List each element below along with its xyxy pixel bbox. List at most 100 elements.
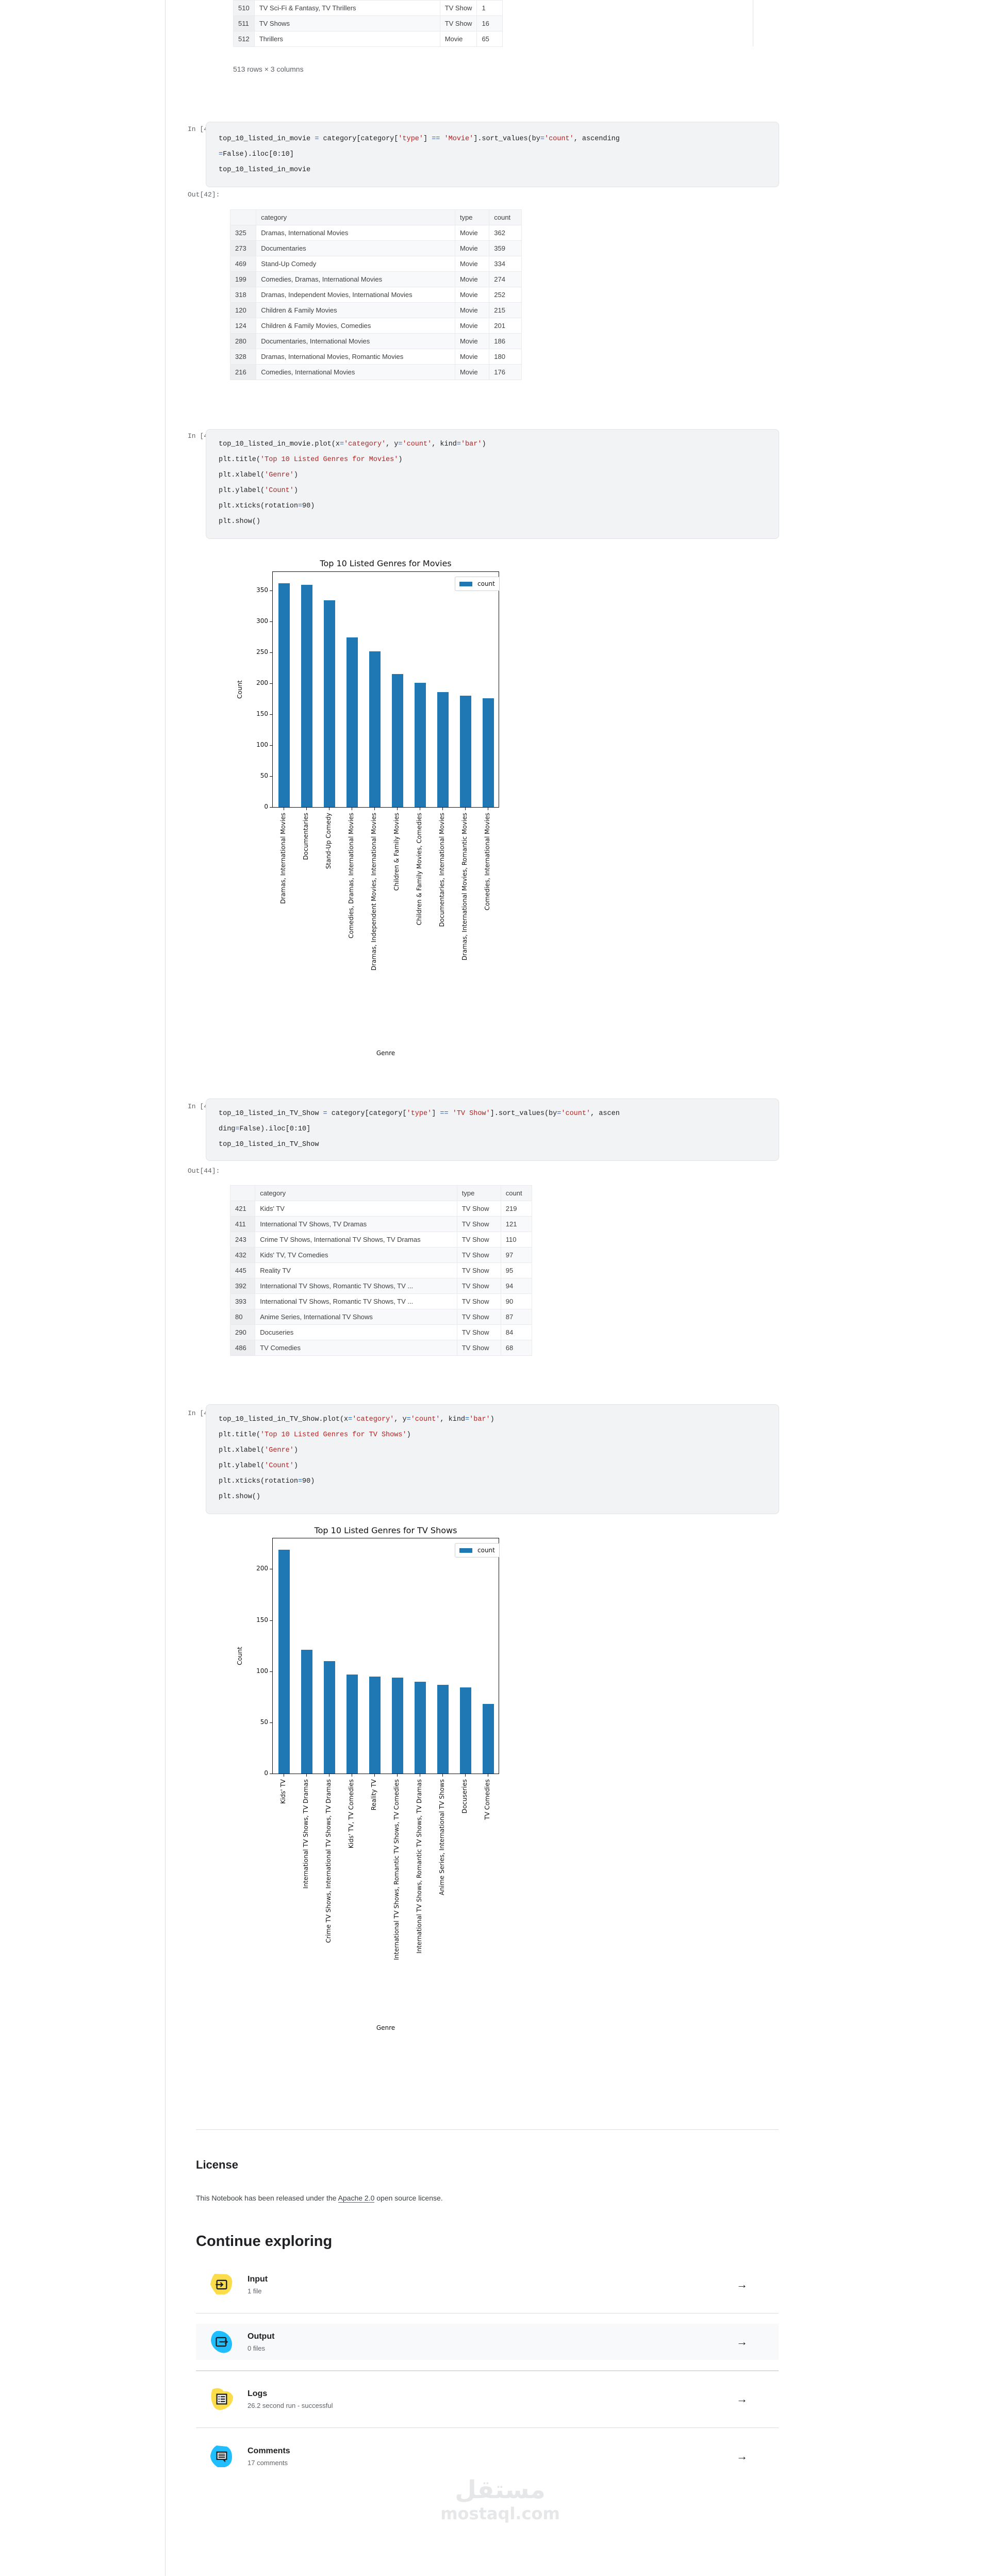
chart-title: Top 10 Listed Genres for Movies: [320, 559, 452, 568]
count-cell: 180: [489, 349, 522, 365]
cell-44-out-prompt: Out[44]:: [188, 1167, 220, 1175]
explore-divider: [196, 2427, 779, 2428]
code-line: plt.ylabel('Count'): [219, 487, 298, 495]
x-tick-mark: [374, 808, 375, 810]
movies-top10-table: category type count 325 Dramas, Internationa…: [229, 209, 522, 380]
row-index: 280: [229, 333, 257, 349]
code-line: plt.xlabel('Genre'): [219, 1447, 298, 1454]
table-row: 512 Thrillers Movie 65: [233, 31, 503, 47]
code-cell-45[interactable]: top_10_listed_in_TV_Show.plot(x='categor…: [206, 1404, 779, 1514]
section-divider: [196, 2129, 779, 2130]
count-cell: 110: [500, 1232, 533, 1248]
y-tick-mark: [270, 652, 272, 653]
x-tick-label: Dramas, International Movies, Romantic M…: [461, 813, 468, 961]
row-index: 445: [229, 1262, 256, 1278]
y-tick-mark: [270, 714, 272, 715]
explore-item-input[interactable]: Input 1 file →: [196, 2267, 779, 2303]
arrow-right-icon: →: [736, 2392, 748, 2405]
column-header: count: [500, 1185, 533, 1201]
x-tick-mark: [442, 1774, 443, 1777]
y-tick-label: 50: [260, 772, 268, 779]
bar: [278, 1549, 290, 1774]
y-tick-label: 150: [256, 1616, 268, 1623]
chart-legend: count: [455, 577, 500, 591]
y-tick-mark: [270, 1722, 272, 1723]
bar: [392, 674, 403, 807]
category-cell: Comedies, Dramas, International Movies: [256, 271, 455, 287]
count-cell: 121: [500, 1216, 533, 1232]
type-cell: Movie: [454, 318, 490, 334]
code-line: top_10_listed_in_movie: [219, 166, 311, 174]
x-tick-label: International TV Shows, Romantic TV Show…: [393, 1779, 400, 1960]
table-header-row: category type count: [229, 1185, 533, 1201]
bar: [324, 1661, 335, 1774]
count-cell: 94: [500, 1278, 533, 1294]
explore-comments-subtitle: 17 comments: [248, 2458, 288, 2467]
code-line: ding=False).iloc[0:10]: [219, 1125, 311, 1133]
count-cell: 68: [500, 1340, 533, 1356]
y-tick-label: 150: [256, 710, 268, 717]
bar: [369, 651, 381, 807]
type-cell: Movie: [454, 240, 490, 256]
table-row: 486 TV Comedies TV Show 68: [229, 1340, 533, 1356]
category-cell: Documentaries: [256, 240, 455, 256]
y-tick-mark: [270, 776, 272, 777]
code-cell-44[interactable]: top_10_listed_in_TV_Show = category[cate…: [206, 1098, 779, 1161]
apache-license-link[interactable]: Apache 2.0: [338, 2194, 375, 2203]
type-cell: Movie: [454, 225, 490, 241]
category-cell: Reality TV: [255, 1262, 457, 1278]
x-axis-label: Genre: [376, 2024, 395, 2031]
type-cell: TV Show: [456, 1262, 501, 1278]
row-index: 486: [229, 1340, 256, 1356]
explore-item-output[interactable]: Output 0 files →: [196, 2324, 779, 2360]
y-tick-mark: [270, 1620, 272, 1621]
tvshows-bar-chart: Top 10 Listed Genres for TV Shows 0 50 100 1…: [227, 1525, 608, 2078]
logs-icon: [209, 2387, 234, 2411]
category-cell: Dramas, International Movies, Romantic M…: [256, 349, 455, 365]
explore-output-title: Output: [248, 2332, 275, 2341]
watermark-arabic: مستقل: [455, 2475, 546, 2504]
row-index: 469: [229, 256, 257, 272]
y-tick-mark: [270, 590, 272, 591]
row-index: 392: [229, 1278, 256, 1294]
category-cell: Docuseries: [255, 1324, 457, 1340]
category-cell: Dramas, International Movies: [256, 225, 455, 241]
code-cell-42[interactable]: top_10_listed_in_movie = category[catego…: [206, 122, 779, 187]
category-cell: Thrillers: [254, 31, 440, 47]
explore-divider: [196, 2313, 779, 2314]
row-index: 199: [229, 271, 257, 287]
explore-item-comments[interactable]: Comments 17 comments →: [196, 2438, 779, 2474]
column-header: category: [255, 1185, 457, 1201]
bar: [392, 1677, 403, 1774]
x-tick-mark: [465, 808, 466, 810]
code-line: =False).iloc[0:10]: [219, 151, 294, 158]
table-row: 273 Documentaries Movie 359: [229, 240, 522, 256]
bar: [301, 585, 312, 807]
table-row: 216 Comedies, International Movies Movie 17…: [229, 364, 522, 380]
row-index: 325: [229, 225, 257, 241]
table-row: 120 Children & Family Movies Movie 215: [229, 302, 522, 318]
category-cell: Stand-Up Comedy: [256, 256, 455, 272]
column-header: type: [454, 209, 490, 225]
table-row: 318 Dramas, Independent Movies, Internati…: [229, 287, 522, 303]
explore-item-logs[interactable]: Logs 26.2 second run - successful →: [196, 2381, 779, 2417]
x-axis-label: Genre: [376, 1049, 395, 1057]
code-line: top_10_listed_in_movie = category[catego…: [219, 135, 620, 143]
type-cell: Movie: [439, 31, 477, 47]
mostaql-watermark: مستقل mostaql.com: [433, 2475, 567, 2523]
table-row: 325 Dramas, International Movies Movie 362: [229, 225, 522, 241]
y-tick-mark: [270, 745, 272, 746]
count-cell: 65: [476, 31, 503, 47]
row-index: 318: [229, 287, 257, 303]
bar: [369, 1676, 381, 1774]
bar: [324, 600, 335, 807]
dataframe-shape-summary: 513 rows × 3 columns: [233, 65, 304, 73]
y-tick-label: 200: [256, 679, 268, 686]
category-cell: Dramas, Independent Movies, Internationa…: [256, 287, 455, 303]
x-tick-label: Kids' TV: [279, 1779, 287, 1804]
row-index: 432: [229, 1247, 256, 1263]
code-cell-43[interactable]: top_10_listed_in_movie.plot(x='category'…: [206, 429, 779, 539]
type-cell: TV Show: [456, 1340, 501, 1356]
y-tick-mark: [270, 621, 272, 622]
row-index: 393: [229, 1293, 256, 1309]
